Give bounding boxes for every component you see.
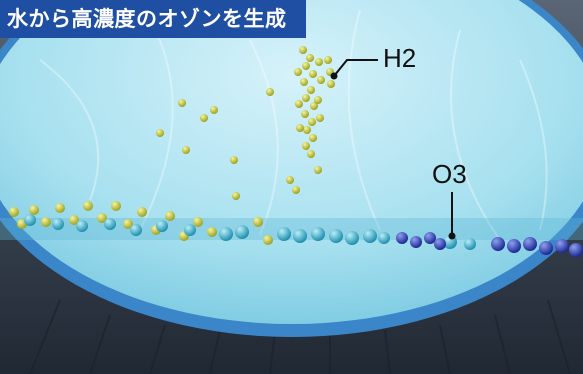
o3-label: O3 <box>432 159 467 189</box>
h2-label: H2 <box>383 43 417 73</box>
title-badge: 水から高濃度のオゾンを生成 <box>0 0 306 38</box>
leader-line-h2-icon <box>330 59 378 80</box>
leader-line-o3-icon <box>448 192 456 240</box>
